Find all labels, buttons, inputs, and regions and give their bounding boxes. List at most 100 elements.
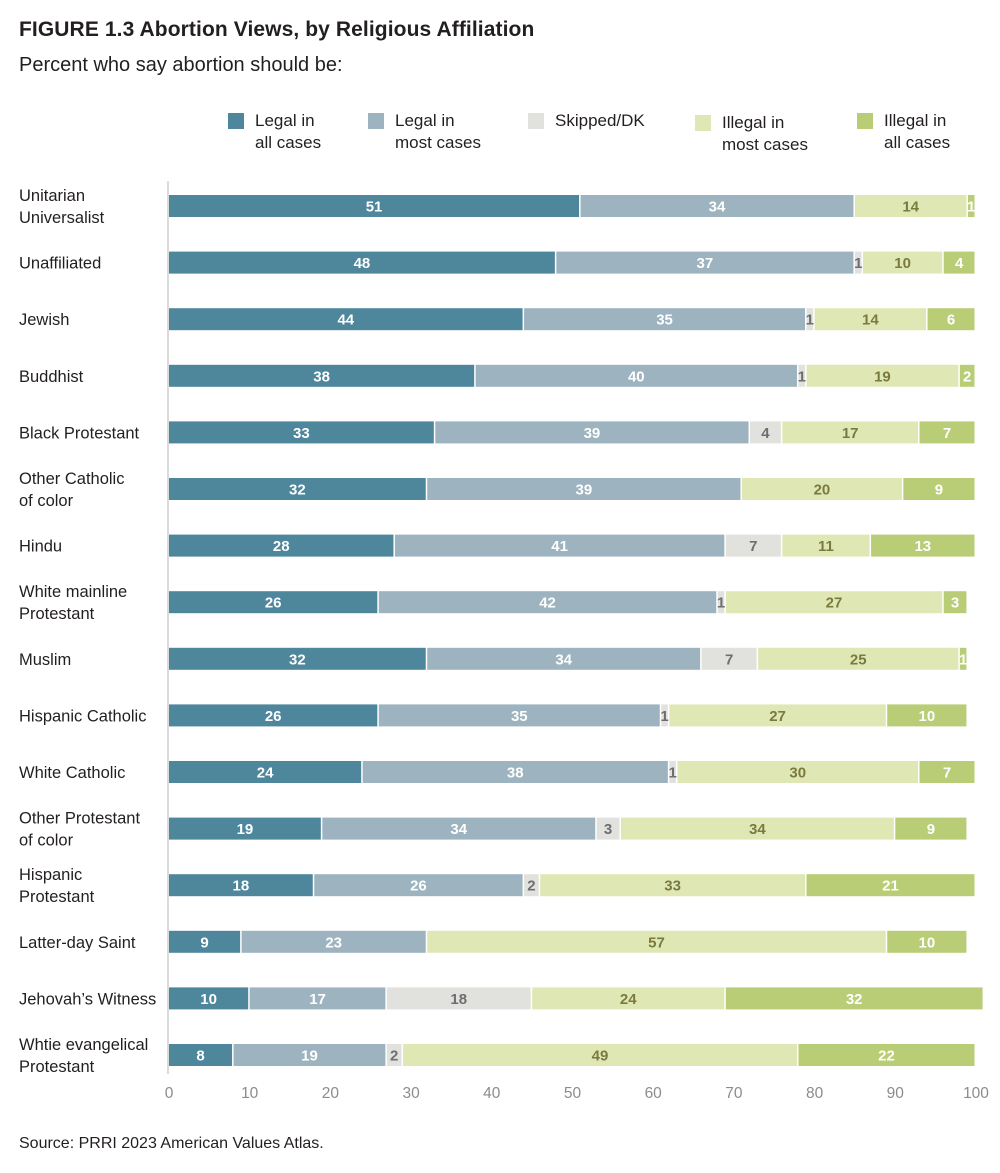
data-label: 44 xyxy=(337,312,354,329)
data-label: 24 xyxy=(257,765,274,782)
data-label: 35 xyxy=(656,312,673,329)
x-tick-label: 50 xyxy=(564,1085,582,1102)
bar-segment xyxy=(887,704,967,727)
data-label: 24 xyxy=(620,991,637,1008)
legend-item-illegal-all: Illegal in all cases xyxy=(857,110,950,154)
bar-segment xyxy=(532,987,725,1010)
category-label-line: Other Protestant xyxy=(19,810,140,828)
data-label: 1 xyxy=(798,368,806,385)
bar-segment xyxy=(233,1044,386,1066)
legend-item-illegal-most: Illegal in most cases xyxy=(695,112,808,156)
x-tick-label: 60 xyxy=(645,1085,663,1102)
bar-segment xyxy=(798,1044,975,1066)
bar-segment xyxy=(806,308,814,331)
bar-segment xyxy=(806,364,959,387)
bar-segment xyxy=(758,647,959,670)
data-label: 9 xyxy=(927,821,935,838)
data-label: 28 xyxy=(273,538,290,555)
data-label: 8 xyxy=(196,1048,204,1065)
data-label: 19 xyxy=(237,821,254,838)
bar-segment xyxy=(959,647,967,670)
bar-segment xyxy=(169,874,313,897)
bar-segment xyxy=(959,364,975,387)
category-label: Other Catholic of color xyxy=(19,470,124,510)
legend-label-illegal-most: Illegal in most cases xyxy=(722,113,808,154)
x-tick-label: 100 xyxy=(963,1085,989,1102)
category-label-line: Protestant xyxy=(19,888,95,906)
category-label-line: Whtie evangelical xyxy=(19,1036,148,1054)
category-label-line: Black Protestant xyxy=(19,424,140,442)
x-tick-label: 10 xyxy=(241,1085,259,1102)
data-label: 14 xyxy=(862,312,879,329)
data-label: 19 xyxy=(301,1048,318,1065)
category-label: Buddhist xyxy=(19,368,84,386)
category-label-line: Hindu xyxy=(19,538,62,556)
bar-segment xyxy=(169,704,378,727)
category-label: White mainline Protestant xyxy=(19,583,127,623)
bar-segment xyxy=(169,308,523,331)
bar-segment xyxy=(782,421,919,444)
data-label: 17 xyxy=(309,991,326,1008)
data-label: 4 xyxy=(955,255,964,272)
bar-segment xyxy=(362,761,668,783)
legend-swatch-illegal-most xyxy=(695,115,711,131)
data-label: 2 xyxy=(963,368,971,385)
category-label-line: Universalist xyxy=(19,209,105,227)
bar-segment xyxy=(620,817,894,840)
data-label: 7 xyxy=(943,425,951,442)
data-label: 27 xyxy=(826,595,843,612)
category-label-line: Muslim xyxy=(19,651,71,669)
data-label: 18 xyxy=(233,878,250,895)
data-label: 1 xyxy=(806,312,814,329)
bar-segment xyxy=(661,704,668,727)
legend-swatch-legal-most xyxy=(368,113,384,129)
bar-segment xyxy=(701,647,757,670)
x-tick-label: 70 xyxy=(725,1085,743,1102)
category-label: Black Protestant xyxy=(19,424,140,442)
bar-segment xyxy=(403,1044,797,1066)
data-label: 26 xyxy=(265,708,282,725)
data-label: 1 xyxy=(959,651,967,668)
bar-segment xyxy=(871,534,975,557)
bar-segment xyxy=(717,591,725,614)
bar-segment xyxy=(475,364,797,387)
data-label: 3 xyxy=(604,821,612,838)
category-label-line: Hispanic xyxy=(19,866,82,884)
chart-subtitle: Percent who say abortion should be: xyxy=(19,54,343,76)
bar-segment xyxy=(943,251,975,274)
bar-segment xyxy=(169,591,378,614)
bar-segment xyxy=(895,817,967,840)
data-label: 1 xyxy=(668,765,676,782)
category-label-line: White mainline xyxy=(19,583,127,601)
bar-segment xyxy=(427,478,741,500)
category-label: Whtie evangelical Protestant xyxy=(19,1036,148,1076)
data-label: 34 xyxy=(749,821,766,838)
data-label: 22 xyxy=(878,1048,895,1065)
data-label: 14 xyxy=(902,199,919,216)
x-tick-label: 90 xyxy=(887,1085,905,1102)
data-label: 10 xyxy=(200,991,217,1008)
category-label-line: White Catholic xyxy=(19,764,125,782)
legend-label-skipped: Skipped/DK xyxy=(555,111,645,130)
bar-segment xyxy=(725,987,983,1010)
bar-segment xyxy=(169,761,362,783)
bar-segment xyxy=(524,308,806,331)
data-label: 35 xyxy=(511,708,528,725)
data-label: 26 xyxy=(410,878,427,895)
bar-segment xyxy=(427,647,701,670)
bar-segment xyxy=(435,421,749,444)
data-label: 1 xyxy=(717,595,725,612)
x-tick-label: 0 xyxy=(165,1085,174,1102)
category-label-line: Unitarian xyxy=(19,187,85,205)
bar-segment xyxy=(524,874,539,897)
data-label: 2 xyxy=(527,878,535,895)
bar-segment xyxy=(814,308,927,331)
data-label: 19 xyxy=(874,368,891,385)
category-label: Unitarian Universalist xyxy=(19,187,105,227)
data-label: 13 xyxy=(914,538,931,555)
category-label: Hispanic Protestant xyxy=(19,866,95,906)
bar-segment xyxy=(169,195,580,217)
bar-segment xyxy=(386,987,531,1010)
bar-segment xyxy=(169,364,475,387)
data-label: 26 xyxy=(265,595,282,612)
